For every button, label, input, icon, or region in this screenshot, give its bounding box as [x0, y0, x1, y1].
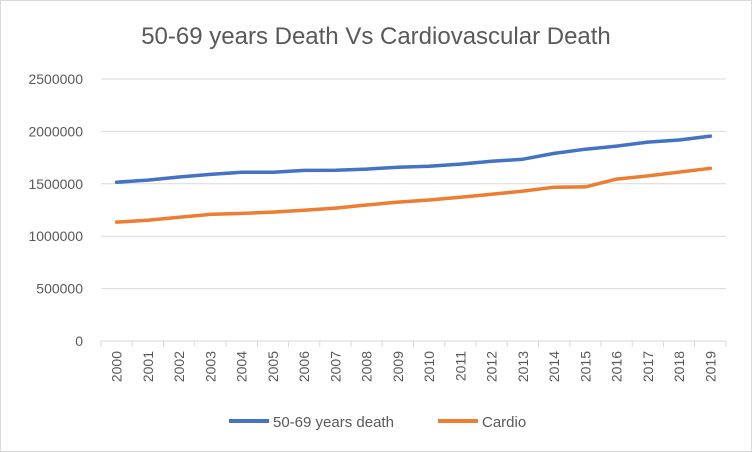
- y-tick-label: 0: [75, 333, 83, 349]
- x-tick-label: 2004: [234, 351, 250, 382]
- x-tick-label: 2002: [171, 351, 187, 382]
- axes: 0 500000 1000000 1500000 2000000 2500000 2000 2…: [28, 71, 727, 382]
- series-lines: [114, 134, 713, 224]
- x-tick-label: 2015: [577, 351, 593, 382]
- y-tick-label: 2500000: [28, 71, 83, 87]
- y-tick-label: 2000000: [28, 123, 83, 139]
- x-tick-label: 2006: [296, 351, 312, 382]
- x-tick-label: 2013: [515, 351, 531, 382]
- series-line-0: [114, 134, 713, 184]
- x-tick-label: 2011: [452, 351, 468, 381]
- x-tick-label: 2018: [671, 351, 687, 382]
- x-tick-label: 2008: [359, 351, 375, 382]
- legend: 50-69 years death Cardio: [229, 414, 526, 431]
- x-tick-label: 2001: [140, 351, 156, 382]
- x-tick-label: 2010: [421, 351, 437, 382]
- chart-title: 50-69 years Death Vs Cardiovascular Deat…: [141, 23, 611, 50]
- y-tick-label: 1500000: [28, 176, 83, 192]
- x-tick-label: 2012: [484, 351, 500, 382]
- x-tick-label: 2003: [202, 351, 218, 382]
- x-tick-label: 2016: [609, 351, 625, 382]
- x-tick-label: 2014: [546, 351, 562, 382]
- legend-label-0: 50-69 years death: [273, 414, 394, 431]
- legend-label-1: Cardio: [482, 414, 526, 431]
- x-tick-label: 2017: [640, 351, 656, 382]
- x-tick-label: 2007: [327, 351, 343, 382]
- gridlines: [101, 78, 726, 290]
- series-line-1: [114, 166, 713, 224]
- x-tick-label: 2009: [390, 351, 406, 382]
- x-tick-label: 2019: [702, 351, 718, 382]
- y-tick-label: 500000: [36, 281, 83, 297]
- y-tick-label: 1000000: [28, 228, 83, 244]
- x-tick-label: 2005: [265, 351, 281, 382]
- x-tick-label: 2000: [109, 351, 125, 382]
